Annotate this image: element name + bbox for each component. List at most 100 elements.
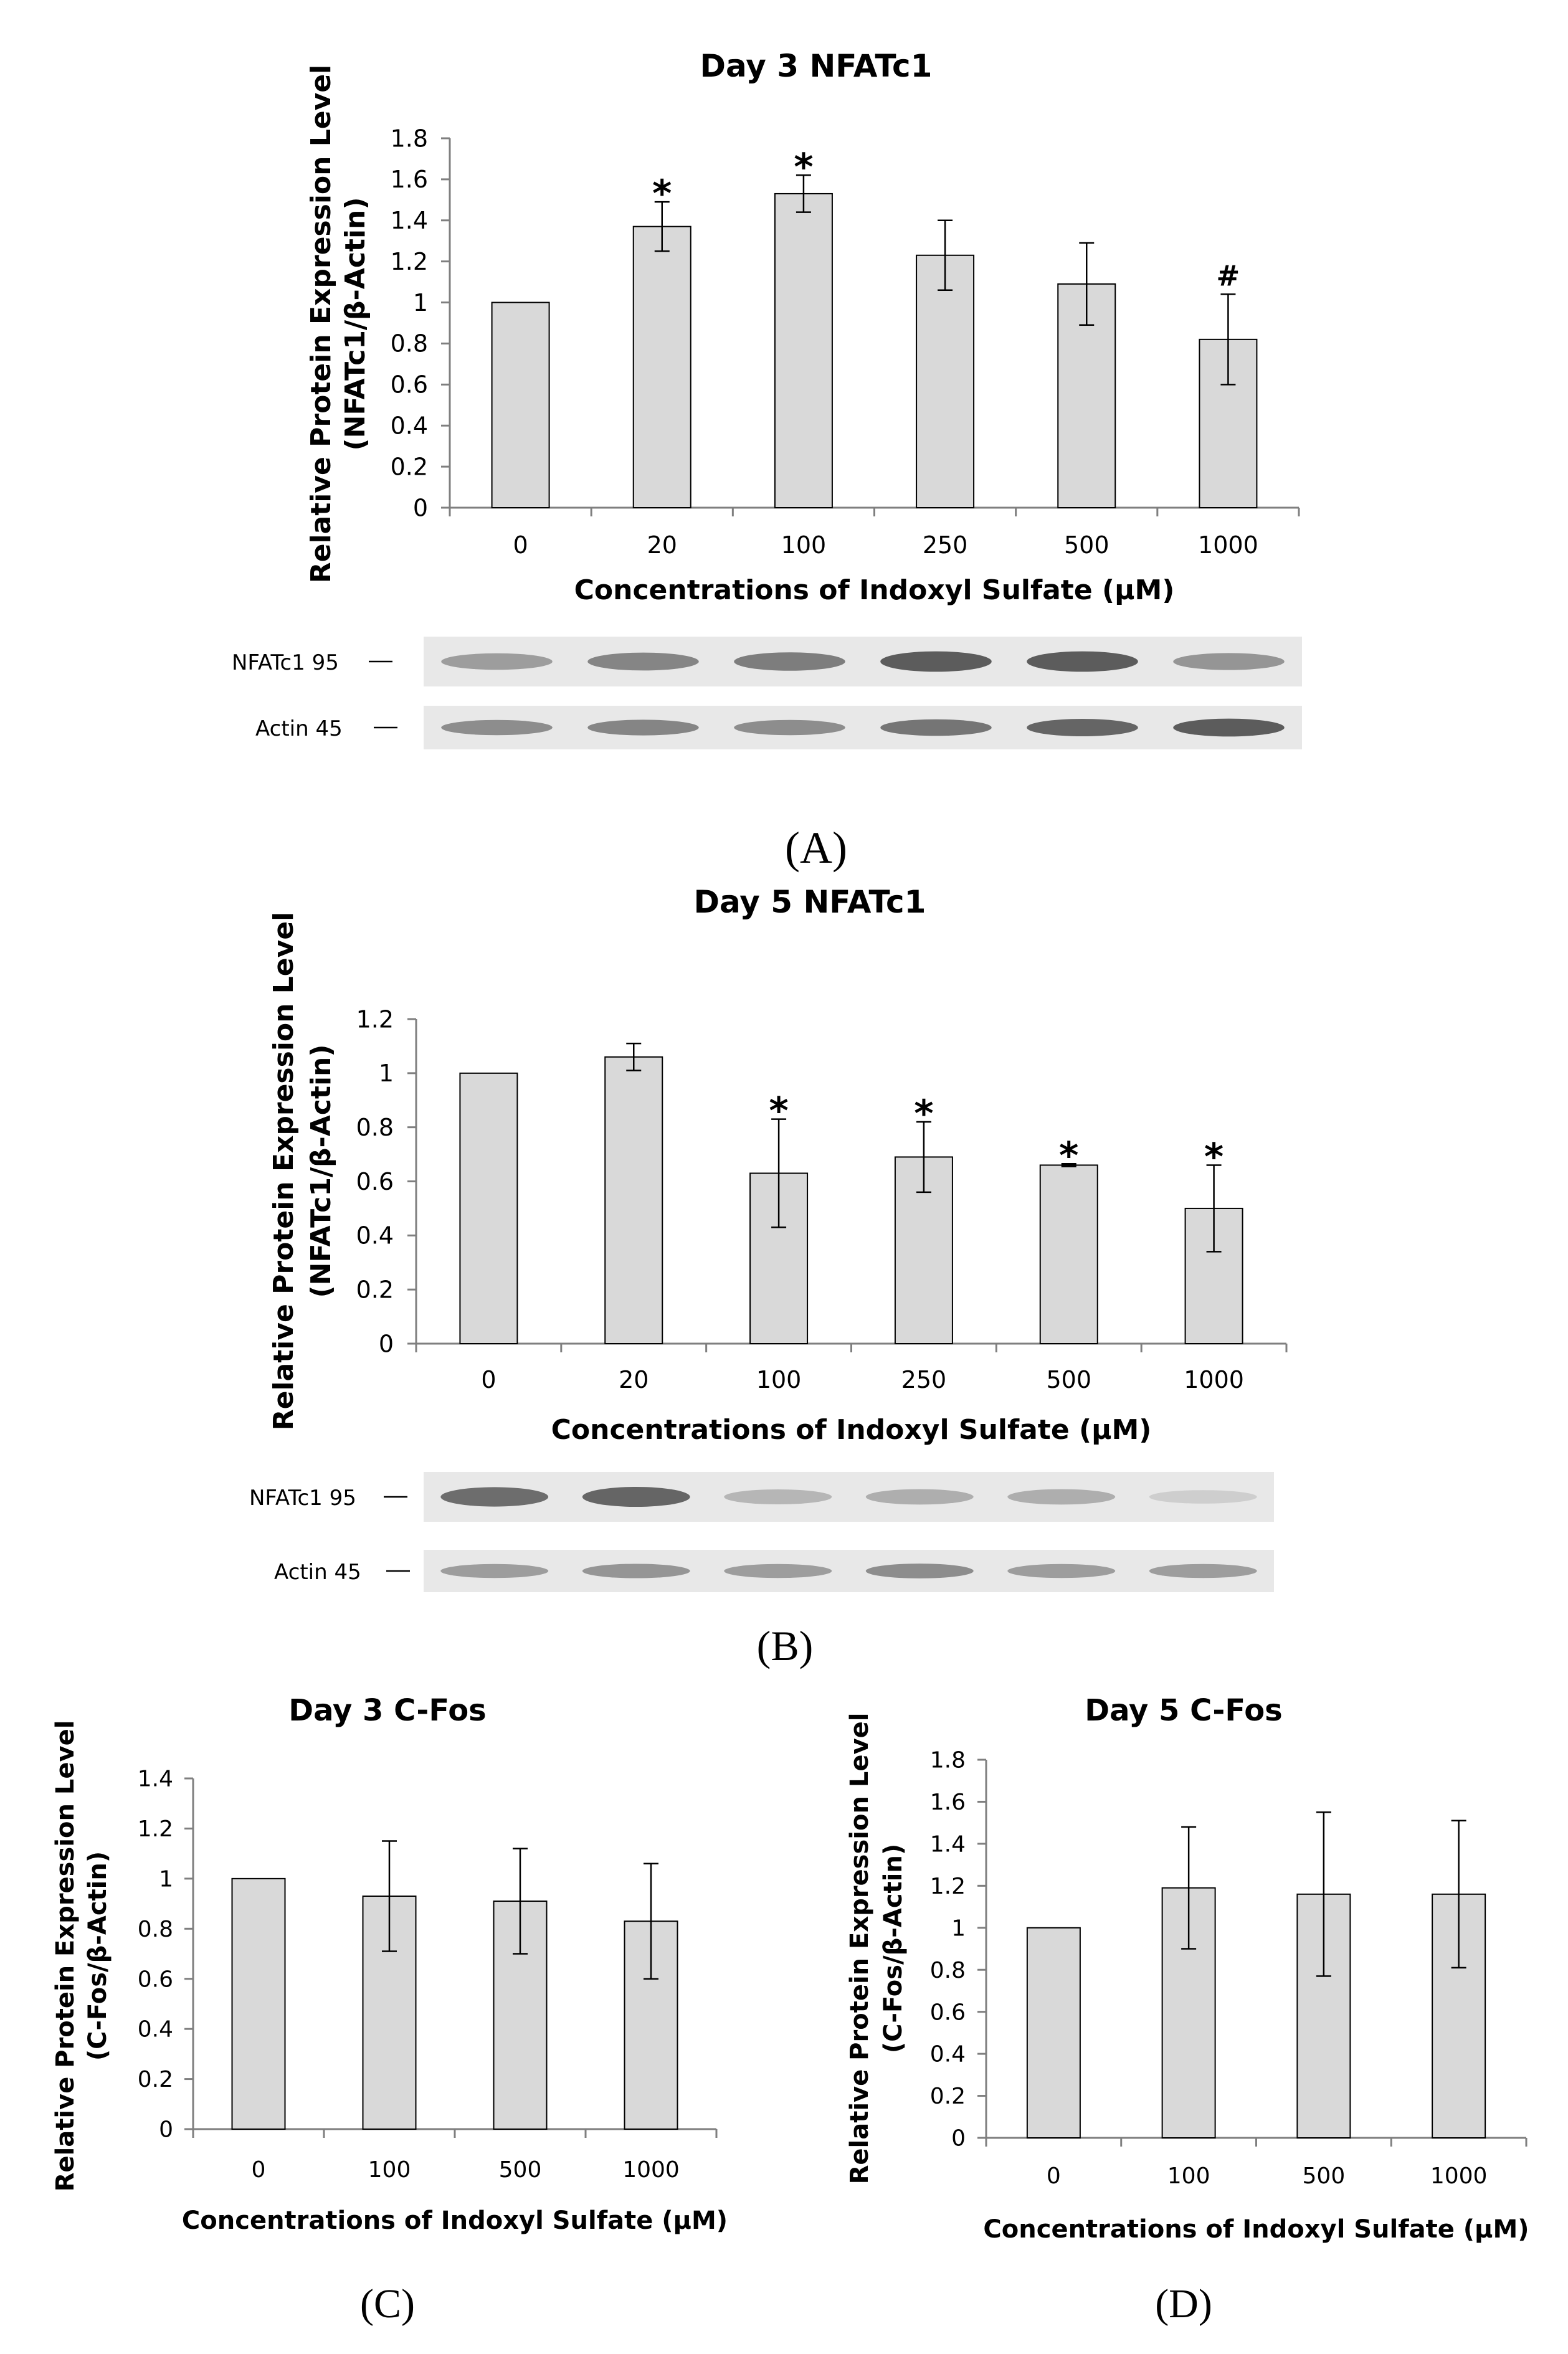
blot-row-label: Actin 45: [255, 716, 343, 741]
bar: [916, 254, 975, 508]
x-axis-label: Concentrations of Indoxyl Sulfate (μM): [983, 2215, 1529, 2244]
chart-panel-b: Day 5 NFATc1 0 0.2 0.4 0.6 0.8 1 1.2 0 20 * 100 * 250…: [249, 884, 1288, 1669]
y-tick-label: 1.2: [138, 1816, 173, 1842]
significance-marker: *: [1059, 1134, 1078, 1177]
x-axis-label: Concentrations of Indoxyl Sulfate (μM): [551, 1414, 1152, 1446]
x-tick-label: 250: [901, 1366, 947, 1393]
chart-panel-c: Day 3 C-Fos 0 0.2 0.4 0.6 0.8 1 1.2 1.4 0 100 500 10…: [51, 1693, 728, 2327]
x-tick-label: 500: [1064, 531, 1109, 559]
x-tick-label: 100: [781, 531, 827, 559]
blot-band: [734, 652, 845, 671]
bar: [491, 301, 550, 508]
blot-row-label: NFATc1 95: [249, 1486, 356, 1511]
chart-panel-d: Day 5 C-Fos 0 0.2 0.4 0.6 0.8 1 1.2 1.4 1.6 1.8 0 10…: [845, 1693, 1529, 2327]
blot-strip: [424, 706, 1302, 749]
y-tick-label: 0.8: [138, 1917, 173, 1942]
y-axis-label: Relative Protein Expression Level: [305, 65, 337, 584]
chart-title: Day 3 NFATc1: [700, 48, 933, 84]
x-axis-label: Concentrations of Indoxyl Sulfate (μM): [574, 574, 1175, 606]
chart-title: Day 5 NFATc1: [694, 884, 926, 920]
blot-row-label: NFATc1 95: [232, 650, 339, 675]
blot-band: [724, 1489, 832, 1504]
x-tick-label: 100: [368, 2157, 411, 2183]
blot-band: [587, 652, 699, 671]
y-tick-label: 1.8: [930, 1748, 966, 1773]
y-tick-label: 1.8: [391, 125, 428, 152]
significance-marker: #: [1217, 259, 1240, 292]
y-tick-label: 0.8: [391, 330, 428, 358]
bar: [459, 1072, 518, 1345]
y-tick-label: 1.2: [356, 1005, 394, 1033]
y-axis-label: Relative Protein Expression Level: [268, 912, 300, 1431]
blot-band: [1173, 653, 1285, 670]
x-tick-label: 0: [1047, 2163, 1061, 2189]
western-blot: NFATc1 95 Actin 45: [249, 1472, 1274, 1592]
western-blot: NFATc1 95 Actin 45: [232, 637, 1302, 749]
panel-label: (A): [785, 823, 847, 873]
blot-band: [865, 1489, 974, 1505]
y-tick-label: 0.2: [930, 2084, 966, 2109]
significance-marker: *: [914, 1092, 933, 1136]
y-tick-label: 0.4: [930, 2042, 966, 2067]
blot-strip: [424, 1550, 1274, 1592]
bar: [1039, 1164, 1098, 1344]
bar: [774, 192, 833, 508]
blot-band: [1027, 651, 1138, 672]
y-tick-label: 1.6: [930, 1790, 966, 1815]
figure-panels: Day 3 NFATc1 0 0.2 0.4 0.6 0.8 1 1.2 1.4 1.6 1.8 0 *…: [51, 48, 1529, 2327]
blot-strip: [424, 1472, 1274, 1522]
blot-band: [441, 719, 553, 736]
blot-band: [440, 1564, 549, 1578]
blot-band: [582, 1564, 690, 1578]
blot-band: [734, 719, 845, 736]
y-tick-label: 0.4: [391, 412, 428, 440]
significance-marker: *: [794, 145, 813, 189]
blot-band: [582, 1487, 690, 1507]
blot-band: [1007, 1564, 1116, 1578]
blot-row-label: Actin 45: [274, 1560, 361, 1585]
x-tick-label: 0: [481, 1366, 496, 1393]
blot-band: [1173, 718, 1285, 737]
y-tick-label: 0.8: [356, 1114, 394, 1141]
y-tick-label: 1.2: [930, 1874, 966, 1899]
y-tick-label: 0.2: [356, 1276, 394, 1303]
y-tick-label: 1.6: [391, 166, 428, 193]
y-tick-label: 0.8: [930, 1958, 966, 1983]
x-axis-label: Concentrations of Indoxyl Sulfate (μM): [182, 2206, 728, 2235]
y-tick-label: 0: [413, 494, 428, 521]
blot-band: [1007, 1489, 1116, 1505]
panel-label: (B): [757, 1622, 814, 1669]
bar: [604, 1056, 663, 1344]
y-tick-label: 0.2: [138, 2067, 173, 2092]
y-tick-label: 1: [951, 1915, 966, 1941]
blot-band: [880, 651, 992, 672]
x-tick-label: 500: [499, 2157, 542, 2183]
chart-panel-a: Day 3 NFATc1 0 0.2 0.4 0.6 0.8 1 1.2 1.4 1.6 1.8 0 *…: [232, 48, 1302, 873]
x-tick-label: 0: [513, 531, 528, 559]
y-tick-label: 1.2: [391, 248, 428, 275]
significance-marker: *: [652, 172, 672, 216]
y-tick-label: 1: [413, 289, 428, 316]
significance-marker: *: [769, 1089, 788, 1133]
x-tick-label: 100: [1167, 2163, 1210, 2189]
panel-label: (C): [360, 2281, 415, 2327]
blot-band: [441, 653, 553, 670]
x-tick-label: 1000: [622, 2157, 680, 2183]
y-tick-label: 1.4: [391, 207, 428, 234]
significance-marker: *: [1204, 1135, 1224, 1179]
y-tick-label: 0.6: [138, 1967, 173, 1992]
x-tick-label: 100: [756, 1366, 802, 1393]
x-tick-label: 20: [619, 1366, 649, 1393]
blot-strip: [424, 637, 1302, 686]
panel-label: (D): [1155, 2281, 1212, 2327]
y-axis-label-unit: (C-Fos/β-Actin): [83, 1851, 112, 2061]
y-tick-label: 0: [951, 2126, 966, 2152]
y-tick-label: 0: [379, 1330, 394, 1357]
y-axis-label-unit: (NFATc1/β-Actin): [305, 1045, 337, 1298]
blot-band: [1149, 1490, 1257, 1504]
blot-band: [880, 719, 992, 736]
y-tick-label: 0.6: [356, 1168, 394, 1195]
chart-title: Day 5 C-Fos: [1085, 1693, 1283, 1728]
blot-band: [440, 1487, 549, 1507]
